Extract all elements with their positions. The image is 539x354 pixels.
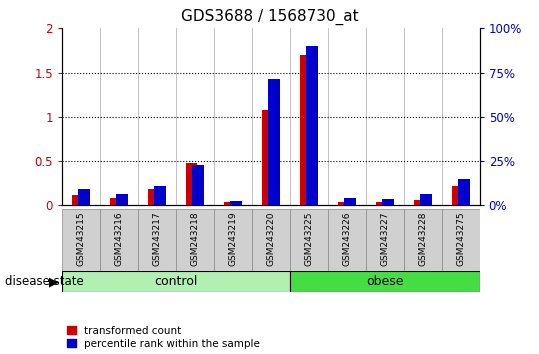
Bar (366, 209, 404, 271)
Bar (100, 209, 138, 271)
Text: GSM243228: GSM243228 (418, 211, 427, 266)
Bar (224, 202, 236, 205)
Bar (442, 209, 480, 271)
Text: GSM243219: GSM243219 (229, 211, 237, 266)
Bar (154, 186, 166, 205)
Text: GSM243275: GSM243275 (456, 211, 465, 266)
Text: obese: obese (366, 275, 404, 288)
Text: GSM243215: GSM243215 (77, 211, 86, 266)
Text: GSM243218: GSM243218 (190, 211, 199, 266)
Bar (252, 209, 290, 271)
Text: ▶: ▶ (49, 275, 58, 288)
Bar (452, 186, 464, 205)
Text: GSM243226: GSM243226 (342, 211, 351, 266)
Bar (78, 188, 90, 205)
Bar (72, 195, 84, 205)
Bar (62, 271, 290, 292)
Text: control: control (154, 275, 198, 288)
Bar (290, 271, 480, 292)
Bar (192, 165, 204, 205)
Bar (148, 189, 160, 205)
Bar (290, 209, 328, 271)
Text: GSM243225: GSM243225 (305, 211, 313, 266)
Text: GSM243216: GSM243216 (114, 211, 123, 266)
Bar (214, 209, 252, 271)
Bar (176, 209, 214, 271)
Text: GSM243217: GSM243217 (153, 211, 161, 266)
Text: disease state: disease state (5, 275, 84, 288)
Bar (376, 202, 388, 205)
Bar (110, 198, 121, 205)
Legend: transformed count, percentile rank within the sample: transformed count, percentile rank withi… (67, 326, 260, 349)
Bar (62, 209, 100, 271)
Bar (382, 199, 393, 205)
Bar (420, 194, 432, 205)
Bar (344, 198, 356, 205)
Bar (328, 209, 366, 271)
Bar (230, 201, 241, 205)
Text: GDS3688 / 1568730_at: GDS3688 / 1568730_at (181, 9, 358, 25)
Text: GSM243220: GSM243220 (266, 211, 275, 266)
Bar (116, 194, 128, 205)
Bar (306, 46, 317, 205)
Bar (404, 209, 442, 271)
Text: GSM243227: GSM243227 (381, 211, 389, 266)
Bar (138, 209, 176, 271)
Bar (268, 79, 280, 205)
Bar (262, 110, 273, 205)
Bar (300, 55, 312, 205)
Bar (458, 179, 469, 205)
Bar (338, 202, 349, 205)
Bar (414, 200, 425, 205)
Bar (186, 163, 197, 205)
